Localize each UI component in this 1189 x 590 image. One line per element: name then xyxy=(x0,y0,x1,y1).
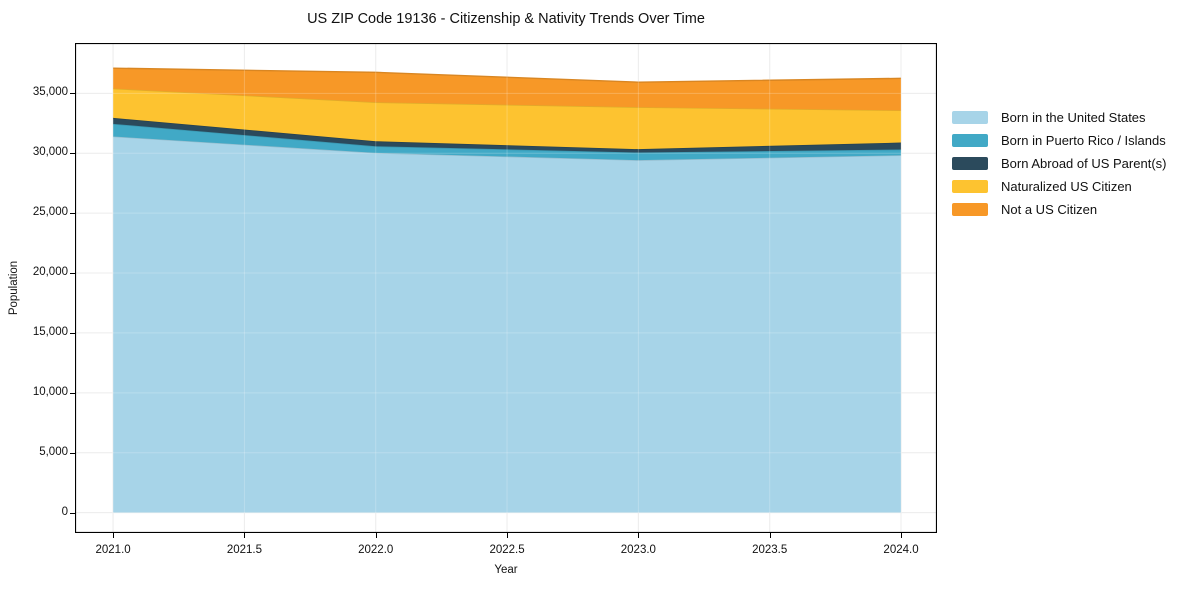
plot-area xyxy=(75,43,937,533)
legend-swatch-icon xyxy=(952,134,988,147)
legend-swatch-icon xyxy=(952,111,988,124)
x-tick-mark xyxy=(113,533,115,538)
legend-label: Not a US Citizen xyxy=(1001,202,1098,217)
legend-swatch-icon xyxy=(952,157,988,170)
legend-swatch-icon xyxy=(952,180,988,193)
y-tick-label: 10,000 xyxy=(32,385,68,398)
legend-item: Naturalized US Citizen xyxy=(952,175,1166,198)
y-tick-label: 30,000 xyxy=(32,146,68,159)
x-tick-label: 2021.0 xyxy=(95,544,131,556)
y-tick-mark xyxy=(70,153,75,155)
x-tick-mark xyxy=(507,533,509,538)
x-tick-label: 2023.5 xyxy=(752,544,788,556)
y-tick-mark xyxy=(70,93,75,95)
x-tick-mark xyxy=(901,533,903,538)
y-axis-label: Population xyxy=(8,260,20,316)
area-band-0 xyxy=(113,136,902,513)
y-tick-mark xyxy=(70,273,75,275)
x-axis-label: Year xyxy=(494,564,518,576)
y-tick-label: 35,000 xyxy=(32,86,68,99)
legend-swatch-icon xyxy=(952,203,988,216)
area-edge-4 xyxy=(113,67,902,83)
x-tick-label: 2022.0 xyxy=(358,544,394,556)
legend-label: Born Abroad of US Parent(s) xyxy=(1001,156,1167,171)
y-tick-label: 15,000 xyxy=(32,325,68,338)
x-tick-label: 2022.5 xyxy=(489,544,525,556)
y-tick-label: 5,000 xyxy=(39,445,68,458)
legend-label: Born in the United States xyxy=(1001,110,1146,125)
area-band-4 xyxy=(113,68,902,111)
y-tick-mark xyxy=(70,392,75,394)
area-band-1 xyxy=(113,123,902,161)
y-tick-mark xyxy=(70,332,75,334)
x-tick-label: 2023.0 xyxy=(620,544,656,556)
x-tick-mark xyxy=(769,533,771,538)
legend: Born in the United States Born in Puerto … xyxy=(952,106,1166,221)
legend-item: Not a US Citizen xyxy=(952,198,1166,221)
area-band-3 xyxy=(113,88,902,150)
legend-label: Born in Puerto Rico / Islands xyxy=(1001,133,1166,148)
y-tick-mark xyxy=(70,213,75,215)
grid-overlay xyxy=(75,43,937,533)
chart-title: US ZIP Code 19136 - Citizenship & Nativi… xyxy=(307,11,705,27)
legend-item: Born in the United States xyxy=(952,106,1166,129)
plot-border xyxy=(75,43,937,533)
x-tick-label: 2021.5 xyxy=(226,544,262,556)
y-tick-mark xyxy=(70,512,75,514)
y-tick-label: 25,000 xyxy=(32,206,68,219)
x-tick-label: 2024.0 xyxy=(883,544,919,556)
x-tick-mark xyxy=(638,533,640,538)
y-tick-label: 20,000 xyxy=(32,266,68,279)
legend-item: Born Abroad of US Parent(s) xyxy=(952,152,1166,175)
y-tick-label: 0 xyxy=(61,505,68,518)
x-tick-mark xyxy=(375,533,377,538)
legend-label: Naturalized US Citizen xyxy=(1001,179,1132,194)
legend-item: Born in Puerto Rico / Islands xyxy=(952,129,1166,152)
y-tick-mark xyxy=(70,452,75,454)
x-tick-mark xyxy=(244,533,246,538)
